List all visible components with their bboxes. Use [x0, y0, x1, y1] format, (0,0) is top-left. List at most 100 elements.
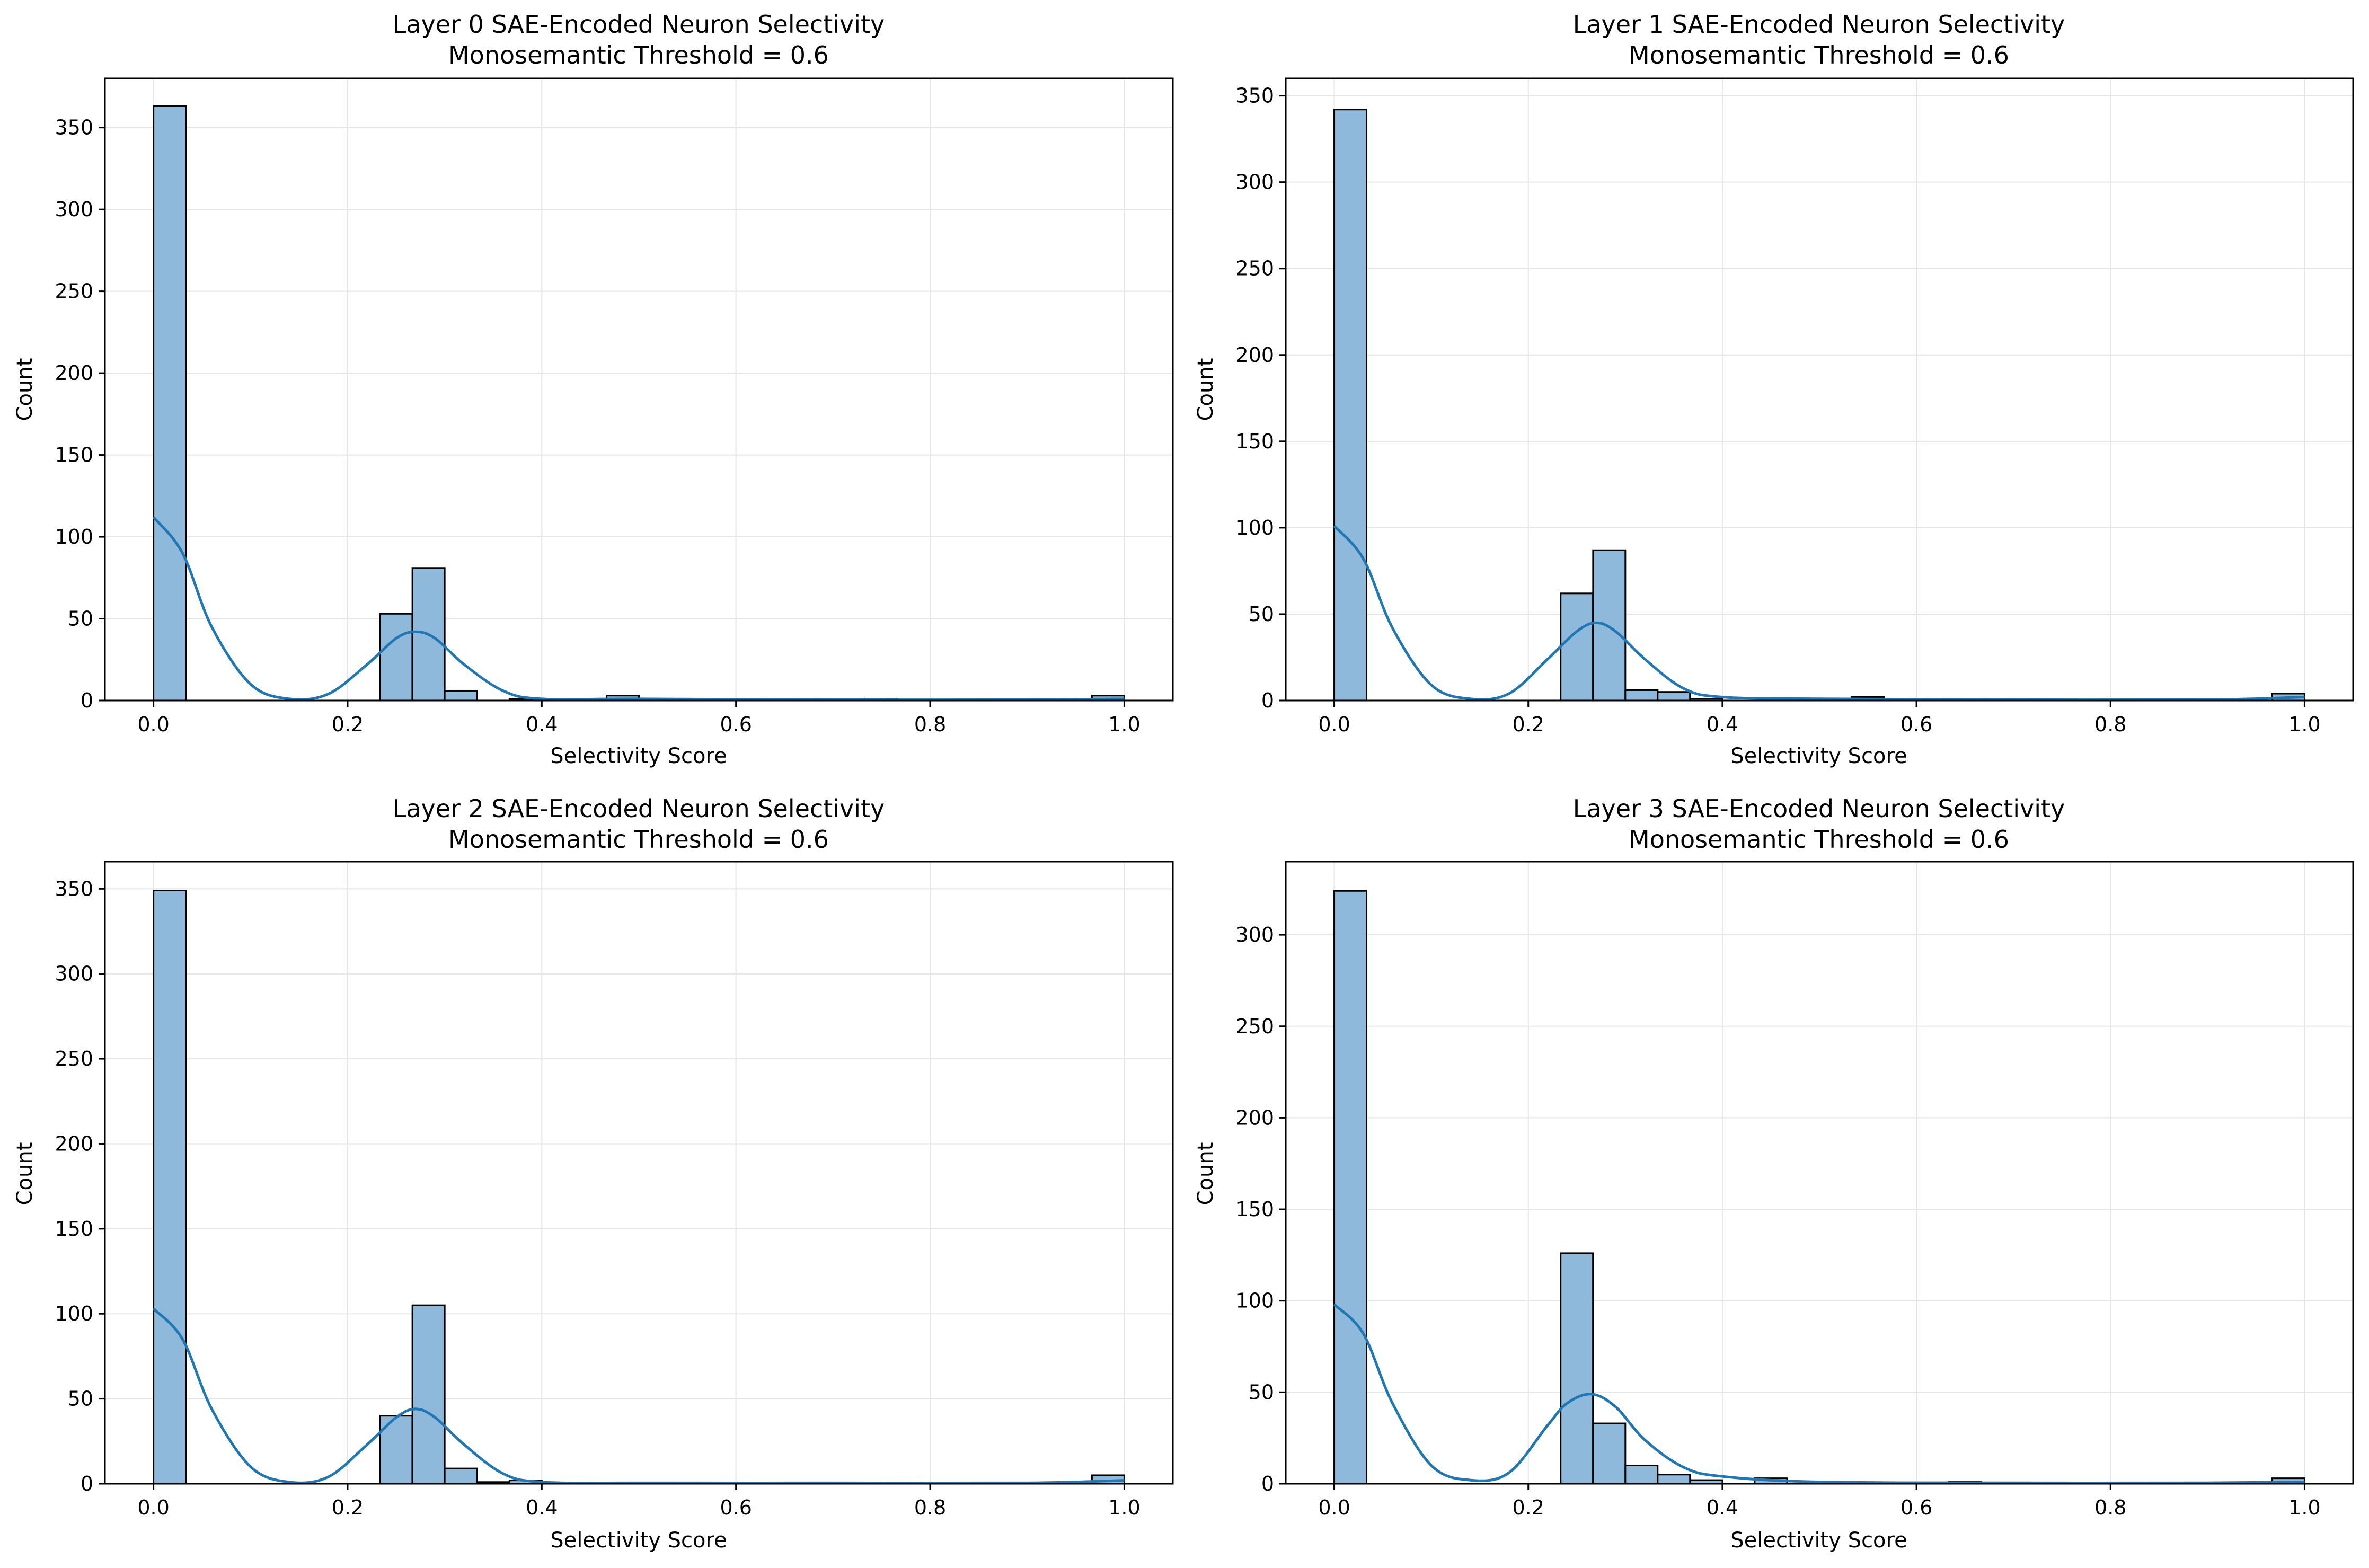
- x-tick-label: 0.0: [1318, 713, 1350, 736]
- x-tick-label: 1.0: [2288, 713, 2320, 736]
- y-tick-label: 50: [1249, 603, 1274, 626]
- x-tick-label: 0.2: [332, 1496, 364, 1519]
- subplot-subtitle: Monosemantic Threshold = 0.6: [448, 825, 829, 854]
- histogram-bar: [1657, 691, 1691, 702]
- histogram-bar: [1592, 549, 1627, 702]
- y-axis-label: Count: [1194, 1142, 1218, 1206]
- y-tick-label: 250: [1235, 257, 1274, 280]
- y-tick-label: 200: [55, 361, 93, 385]
- x-tick-label: 0.4: [526, 1496, 558, 1519]
- y-tick-label: 300: [1235, 171, 1274, 194]
- subplot-layer-1: Layer 1 SAE-Encoded Neuron Selectivity M…: [1194, 10, 2354, 768]
- x-tick-label: 0.6: [1900, 713, 1932, 736]
- y-tick-label: 200: [55, 1132, 93, 1155]
- x-axis-label: Selectivity Score: [550, 1528, 727, 1553]
- y-tick-label: 150: [55, 1217, 93, 1241]
- histogram-bar: [153, 890, 187, 1485]
- histogram-bar: [1624, 1464, 1659, 1485]
- histogram-bar: [1592, 1422, 1627, 1485]
- x-tick-label: 0.0: [137, 1496, 169, 1519]
- histogram-bar: [444, 689, 478, 702]
- histogram-bar: [1657, 1474, 1691, 1485]
- y-tick-label: 300: [55, 198, 93, 221]
- subplot-title: Layer 3 SAE-Encoded Neuron Selectivity: [1573, 794, 2065, 823]
- histogram-bar: [444, 1467, 478, 1485]
- y-tick-label: 150: [1235, 1198, 1274, 1221]
- y-axis-label: Count: [13, 1142, 37, 1206]
- y-axis-label: Count: [13, 358, 37, 421]
- x-tick-label: 1.0: [2288, 1496, 2320, 1519]
- histogram-bar: [411, 1304, 446, 1485]
- x-tick-label: 0.0: [1318, 1496, 1350, 1519]
- x-tick-label: 0.2: [1513, 713, 1544, 736]
- kde-line: [1333, 525, 2305, 702]
- x-tick-label: 0.8: [2094, 713, 2126, 736]
- subplot-title: Layer 1 SAE-Encoded Neuron Selectivity: [1573, 10, 2065, 39]
- y-tick-label: 50: [68, 607, 93, 631]
- y-tick-label: 100: [55, 525, 93, 548]
- x-axis-label: Selectivity Score: [550, 744, 727, 768]
- y-tick-label: 300: [1235, 923, 1274, 946]
- x-axis-label: Selectivity Score: [1730, 1528, 1907, 1553]
- y-tick-label: 250: [55, 1047, 93, 1070]
- x-tick-label: 0.6: [720, 713, 752, 736]
- y-tick-label: 350: [1235, 84, 1274, 108]
- subplot-subtitle: Monosemantic Threshold = 0.6: [1629, 825, 2009, 854]
- x-tick-label: 0.2: [332, 713, 364, 736]
- histogram-bar: [153, 105, 187, 702]
- histogram-bar: [379, 613, 413, 702]
- x-tick-label: 0.6: [1900, 1496, 1932, 1519]
- x-tick-label: 0.4: [1707, 1496, 1738, 1519]
- kde-line: [152, 1307, 1125, 1485]
- y-tick-label: 300: [55, 962, 93, 986]
- y-tick-label: 0: [1261, 689, 1274, 712]
- y-axis-label: Count: [1194, 358, 1218, 421]
- y-tick-label: 200: [1235, 1106, 1274, 1129]
- histogram-bar: [1560, 592, 1594, 702]
- histogram-bar: [1560, 1252, 1594, 1485]
- x-axis-label: Selectivity Score: [1730, 744, 1907, 768]
- subplot-subtitle: Monosemantic Threshold = 0.6: [448, 41, 829, 69]
- y-tick-label: 100: [1235, 1289, 1274, 1313]
- x-tick-label: 1.0: [1108, 713, 1140, 736]
- y-tick-label: 0: [1261, 1472, 1274, 1495]
- y-tick-label: 150: [55, 444, 93, 467]
- x-tick-label: 0.6: [720, 1496, 752, 1519]
- x-tick-label: 0.8: [914, 713, 946, 736]
- subplot-title: Layer 2 SAE-Encoded Neuron Selectivity: [393, 794, 885, 823]
- kde-line: [1333, 1303, 2305, 1484]
- y-tick-label: 50: [68, 1387, 93, 1411]
- x-tick-label: 0.4: [1707, 713, 1738, 736]
- axes-frame: [104, 77, 1174, 702]
- subplot-layer-2: Layer 2 SAE-Encoded Neuron Selectivity M…: [13, 794, 1174, 1553]
- histogram-bar: [1624, 689, 1659, 702]
- y-tick-label: 350: [55, 116, 93, 139]
- y-tick-label: 50: [1249, 1380, 1274, 1404]
- y-tick-label: 250: [55, 280, 93, 303]
- axes-frame: [1285, 861, 2354, 1485]
- y-tick-label: 0: [81, 689, 93, 712]
- x-tick-label: 0.0: [137, 713, 169, 736]
- y-tick-label: 250: [1235, 1015, 1274, 1038]
- x-tick-label: 1.0: [1108, 1496, 1140, 1519]
- axes-frame: [104, 861, 1174, 1485]
- x-tick-label: 0.4: [526, 713, 558, 736]
- subplot-title: Layer 0 SAE-Encoded Neuron Selectivity: [393, 10, 885, 39]
- x-tick-label: 0.8: [914, 1496, 946, 1519]
- y-tick-label: 100: [55, 1302, 93, 1325]
- y-tick-label: 0: [81, 1472, 93, 1495]
- y-tick-label: 150: [1235, 430, 1274, 453]
- y-tick-label: 200: [1235, 343, 1274, 367]
- y-tick-label: 100: [1235, 516, 1274, 539]
- axes-frame: [1285, 77, 2354, 702]
- histogram-bar: [1333, 109, 1368, 702]
- y-tick-label: 350: [55, 877, 93, 900]
- histogram-bar: [1333, 890, 1368, 1485]
- x-tick-label: 0.8: [2094, 1496, 2126, 1519]
- subplot-layer-0: Layer 0 SAE-Encoded Neuron Selectivity M…: [13, 10, 1174, 768]
- x-tick-label: 0.2: [1513, 1496, 1544, 1519]
- kde-line: [152, 516, 1125, 702]
- subplot-layer-3: Layer 3 SAE-Encoded Neuron Selectivity M…: [1194, 794, 2354, 1553]
- subplot-subtitle: Monosemantic Threshold = 0.6: [1629, 41, 2009, 69]
